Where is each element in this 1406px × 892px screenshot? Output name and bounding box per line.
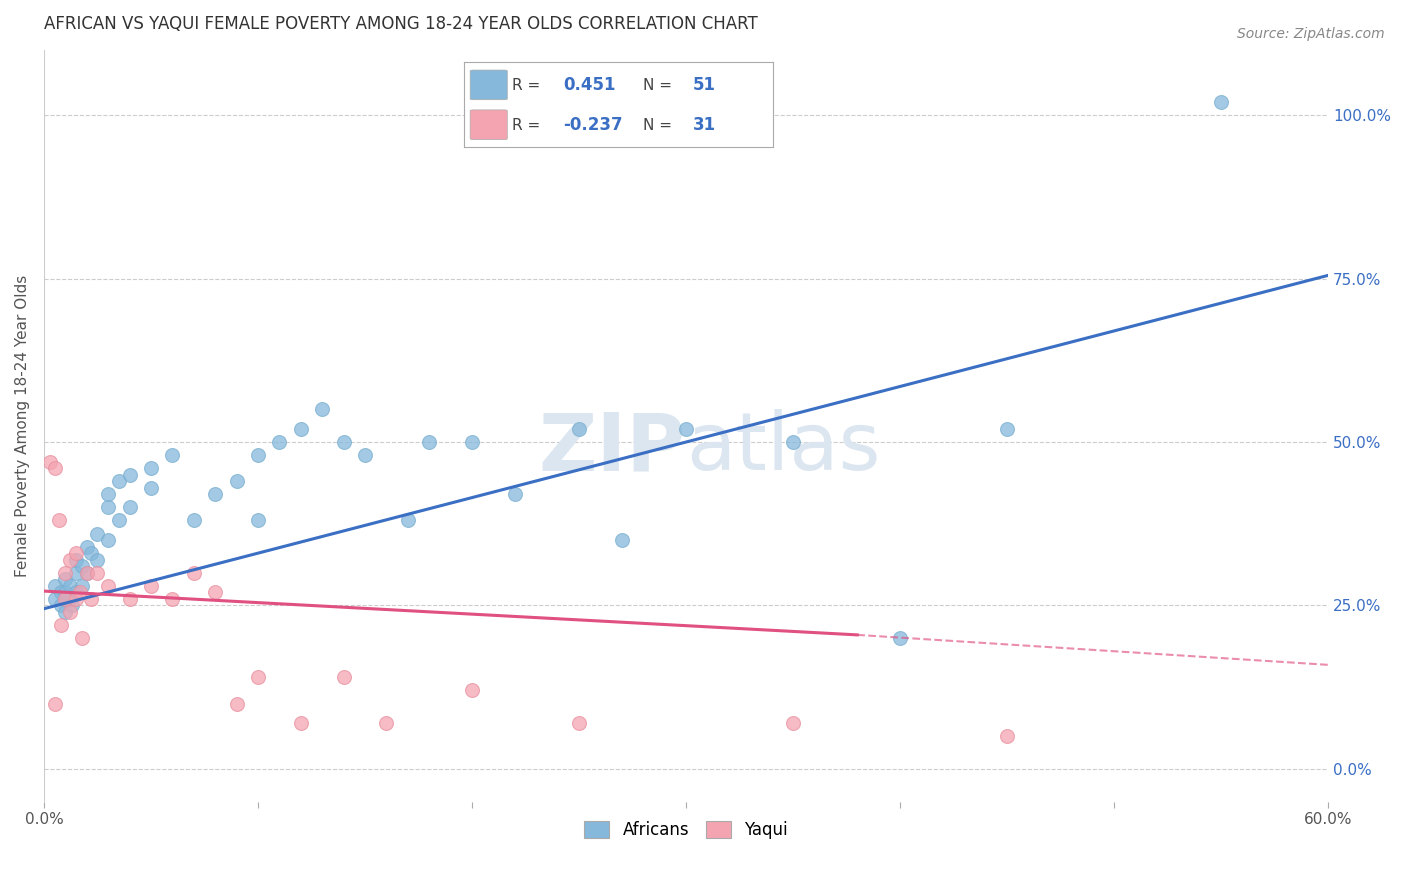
Point <box>204 585 226 599</box>
Y-axis label: Female Poverty Among 18-24 Year Olds: Female Poverty Among 18-24 Year Olds <box>15 275 30 577</box>
Point <box>183 566 205 580</box>
Point <box>58 579 80 593</box>
Point <box>118 467 141 482</box>
Text: R =: R = <box>512 78 540 93</box>
Point <box>995 729 1018 743</box>
Point <box>49 618 72 632</box>
Point <box>80 591 103 606</box>
Point <box>889 631 911 645</box>
Point <box>290 422 312 436</box>
Point <box>269 435 291 450</box>
Point <box>53 572 76 586</box>
Point <box>53 585 76 599</box>
Text: R =: R = <box>512 118 540 133</box>
Point <box>118 591 141 606</box>
Legend: Africans, Yaqui: Africans, Yaqui <box>578 814 794 846</box>
Point <box>139 481 162 495</box>
FancyBboxPatch shape <box>470 70 508 100</box>
Point <box>72 631 94 645</box>
Point <box>290 716 312 731</box>
Point <box>225 697 247 711</box>
Point <box>49 585 72 599</box>
Point <box>60 599 83 613</box>
Point <box>354 448 377 462</box>
Text: 31: 31 <box>693 116 716 134</box>
Point <box>568 716 591 731</box>
Point <box>246 514 269 528</box>
Text: Source: ZipAtlas.com: Source: ZipAtlas.com <box>1237 27 1385 41</box>
Point <box>97 533 120 547</box>
Point <box>58 591 80 606</box>
Point <box>65 552 87 566</box>
Point <box>162 591 184 606</box>
Text: N =: N = <box>644 78 672 93</box>
Point <box>139 579 162 593</box>
Point <box>44 697 66 711</box>
Point <box>65 566 87 580</box>
Point <box>76 540 98 554</box>
Text: -0.237: -0.237 <box>562 116 623 134</box>
Point <box>86 552 108 566</box>
Point <box>44 579 66 593</box>
Point <box>97 487 120 501</box>
Point <box>76 566 98 580</box>
Point <box>97 500 120 515</box>
Point <box>80 546 103 560</box>
Point <box>995 422 1018 436</box>
Point <box>675 422 697 436</box>
Text: 51: 51 <box>693 77 716 95</box>
Point <box>311 402 333 417</box>
Point <box>461 683 484 698</box>
Point <box>53 591 76 606</box>
Point <box>782 435 804 450</box>
Point <box>44 591 66 606</box>
Point <box>139 461 162 475</box>
Text: atlas: atlas <box>686 409 880 487</box>
Point <box>76 566 98 580</box>
Point <box>375 716 398 731</box>
Point <box>39 455 62 469</box>
Point <box>568 422 591 436</box>
Text: 0.451: 0.451 <box>562 77 616 95</box>
Point <box>1211 95 1233 109</box>
Point <box>48 514 70 528</box>
FancyBboxPatch shape <box>470 110 508 139</box>
Point <box>69 585 91 599</box>
Point <box>782 716 804 731</box>
Point <box>58 552 80 566</box>
Point <box>58 605 80 619</box>
Point <box>72 579 94 593</box>
Point <box>461 435 484 450</box>
Point <box>86 566 108 580</box>
Point <box>107 514 129 528</box>
Point <box>72 559 94 574</box>
Point <box>396 514 419 528</box>
Point <box>97 579 120 593</box>
Text: ZIP: ZIP <box>538 409 686 487</box>
Point <box>246 448 269 462</box>
Point <box>183 514 205 528</box>
Point <box>418 435 440 450</box>
Point <box>44 461 66 475</box>
Point <box>225 475 247 489</box>
Text: AFRICAN VS YAQUI FEMALE POVERTY AMONG 18-24 YEAR OLDS CORRELATION CHART: AFRICAN VS YAQUI FEMALE POVERTY AMONG 18… <box>44 15 758 33</box>
Point <box>49 599 72 613</box>
Point <box>610 533 633 547</box>
Point <box>332 670 354 684</box>
Point <box>65 546 87 560</box>
Point <box>65 591 87 606</box>
Point <box>503 487 526 501</box>
Point <box>162 448 184 462</box>
Point <box>86 526 108 541</box>
Point <box>118 500 141 515</box>
Point <box>246 670 269 684</box>
Point <box>53 566 76 580</box>
Point <box>204 487 226 501</box>
Point <box>107 475 129 489</box>
Point <box>65 585 87 599</box>
Point <box>332 435 354 450</box>
Point <box>53 605 76 619</box>
Text: N =: N = <box>644 118 672 133</box>
